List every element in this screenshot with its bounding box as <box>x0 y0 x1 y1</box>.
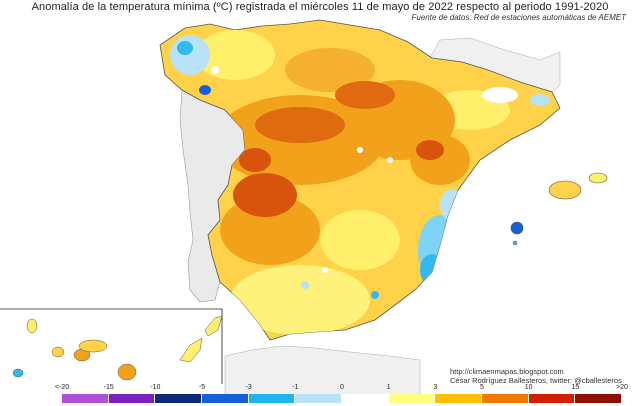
map-title: Anomalía de la temperatura mínima (ºC) r… <box>31 1 609 13</box>
legend-swatch <box>482 394 529 403</box>
author-credit: César Rodríguez Ballesteros, twitter: @c… <box>450 376 622 385</box>
legend-tick: 1 <box>386 384 391 391</box>
legend-tick: 15 <box>571 384 580 391</box>
legend-swatch <box>528 394 576 403</box>
legend-tick: 0 <box>340 384 344 391</box>
legend-ticks: <-20 -15 -10 -5 -3 -1 0 1 3 5 10 15 >20 <box>0 384 640 394</box>
legend-tick: 3 <box>433 384 438 391</box>
balearic-islands <box>510 172 608 246</box>
legend-tick: -5 <box>198 384 206 391</box>
legend-swatch <box>295 394 343 403</box>
legend-swatch <box>62 394 109 403</box>
legend-tick: 10 <box>524 384 533 391</box>
legend-swatch <box>248 394 296 403</box>
legend-swatch <box>202 394 249 403</box>
legend-swatch <box>342 394 389 403</box>
legend-swatch <box>155 394 203 403</box>
color-legend <box>62 394 623 403</box>
legend-tick: -10 <box>150 384 161 391</box>
legend-tick: <-20 <box>54 384 70 391</box>
legend-tick: -3 <box>245 384 252 391</box>
legend-swatch <box>108 394 156 403</box>
canary-inset <box>0 308 223 384</box>
legend-tick: -15 <box>103 384 114 391</box>
legend-swatch <box>435 394 483 403</box>
legend-swatch <box>575 394 623 403</box>
legend-tick: -1 <box>292 384 299 391</box>
legend-tick: 5 <box>480 384 484 391</box>
legend-tick: >20 <box>616 384 628 391</box>
data-source-note: Fuente de datos: Red de estaciones autom… <box>411 13 627 22</box>
legend-swatch <box>388 394 436 403</box>
anomaly-field <box>170 30 550 335</box>
blog-url-credit: http://climaenmapas.blogspot.com <box>450 367 564 376</box>
